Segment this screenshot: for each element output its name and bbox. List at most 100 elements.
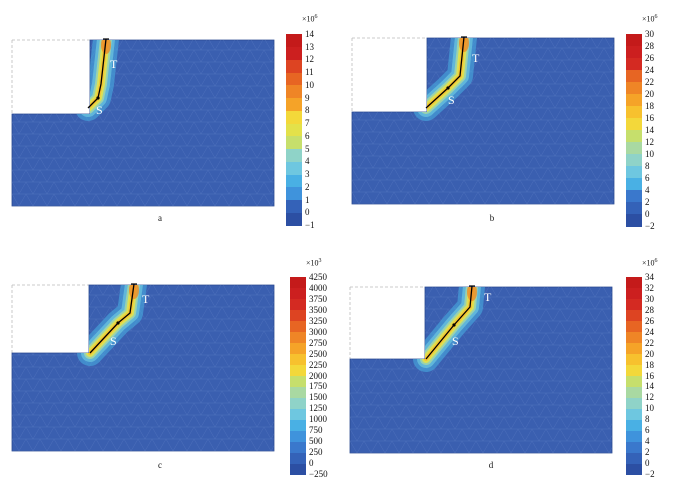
colorbar-swatch: [626, 130, 642, 143]
colorbar-swatch: [626, 277, 642, 289]
colorbar-swatch: [286, 72, 302, 86]
colorbar-tick-label: 12: [305, 54, 314, 65]
colorbar-tick-label: 26: [645, 315, 654, 326]
colorbar-tick-label: 20: [645, 88, 654, 99]
colorbar-tick-label: 14: [645, 124, 654, 135]
colorbar-tick-label: 24: [645, 326, 654, 337]
colorbar-tick-label: 32: [645, 282, 654, 293]
colorbar-tick-label: 12: [645, 136, 654, 147]
panel-a-colorbar: ×106 14 13 12 11 10 9 8 7 6 5 4 3 2 1 0 −1: [286, 14, 346, 236]
colorbar-swatch: [626, 118, 642, 131]
colorbar-tick-label: 28: [645, 304, 654, 315]
removed-region-outline: [11, 39, 90, 114]
colorbar-swatch: [286, 136, 302, 150]
colorbar-swatch: [626, 166, 642, 179]
colorbar-swatch: [290, 441, 306, 454]
colorbar-tick-label: 2250: [309, 359, 327, 370]
colorbar-tick-label: 2: [645, 447, 650, 458]
colorbar-tick-label: 1000: [309, 414, 327, 425]
colorbar-swatch: [286, 187, 302, 201]
colorbar-tick-label: 8: [645, 414, 650, 425]
colorbar-tick-label: 10: [645, 403, 654, 414]
colorbar-swatch: [286, 47, 302, 61]
label-T: T: [142, 292, 150, 306]
colorbar-exponent-power: 6: [654, 14, 658, 20]
panel-b-contour-plot: TS: [351, 36, 615, 205]
colorbar-swatch: [286, 34, 302, 48]
colorbar-swatch: [626, 70, 642, 83]
colorbar-exponent-base: ×10: [306, 258, 319, 268]
colorbar-tick-label: 0: [645, 458, 650, 469]
colorbar-swatch: [290, 463, 306, 476]
label-S: S: [452, 334, 459, 348]
panel-b-colorbar: ×106 30 28 26 24 22 20 18 16 14 12 10 8 6 4 2 0 −2: [626, 14, 676, 236]
panel-c-caption: c: [158, 460, 162, 470]
colorbar-swatch: [626, 419, 642, 432]
colorbar-exponent: ×103: [306, 258, 322, 268]
finite-element-mesh: [12, 40, 274, 206]
finite-element-mesh: [350, 287, 612, 453]
colorbar-swatch: [290, 408, 306, 421]
colorbar-tick-label: −2: [645, 469, 655, 480]
colorbar-exponent-power: 6: [314, 14, 318, 20]
colorbar-swatch: [626, 58, 642, 71]
label-T: T: [484, 290, 492, 304]
colorbar-swatch: [290, 288, 306, 300]
colorbar-tick-label: 18: [645, 100, 654, 111]
colorbar-tick-label: 0: [309, 458, 314, 469]
removed-region-outline: [11, 284, 89, 353]
colorbar-tick-label: 26: [645, 52, 654, 63]
crack-kink-marker: [116, 321, 120, 325]
colorbar-tick-label: 4250: [309, 271, 327, 282]
label-S: S: [110, 334, 117, 348]
colorbar-tick-label: −2: [645, 220, 655, 231]
colorbar-swatch: [626, 34, 642, 47]
crack-path-line: [89, 283, 135, 354]
colorbar-swatch: [286, 161, 302, 176]
colorbar-swatch: [626, 142, 642, 155]
colorbar-exponent-base: ×10: [302, 14, 315, 24]
colorbar-swatch: [286, 149, 302, 163]
colorbar-swatch: [286, 212, 302, 227]
colorbar-swatch: [626, 332, 642, 344]
colorbar-tick-label: 1: [305, 194, 310, 205]
colorbar-tick-label: 8: [305, 105, 310, 116]
crack-path-line: [87, 38, 107, 109]
colorbar-swatch: [626, 452, 642, 465]
label-S: S: [96, 103, 103, 117]
colorbar-exponent: ×106: [302, 14, 318, 24]
colorbar-tick-label: 3500: [309, 304, 327, 315]
colorbar-swatch: [626, 310, 642, 322]
colorbar-tick-label: 1250: [309, 403, 327, 414]
colorbar-tick-label: 7: [305, 118, 310, 129]
colorbar-swatch: [290, 343, 306, 355]
colorbar-swatch: [290, 386, 306, 399]
label-T: T: [110, 57, 118, 71]
removed-region-outline: [349, 286, 425, 359]
colorbar-swatch: [626, 154, 642, 167]
colorbar-tick-label: 2: [645, 196, 650, 207]
colorbar-tick-label: 9: [305, 92, 310, 103]
colorbar-swatch: [626, 202, 642, 215]
colorbar-swatch: [286, 123, 302, 137]
colorbar-tick-label: 8: [645, 160, 650, 171]
colorbar-tick-label: 6: [645, 425, 650, 436]
colorbar-swatch: [286, 98, 302, 112]
colorbar-swatch: [626, 288, 642, 300]
colorbar-tick-label: 22: [645, 337, 654, 348]
colorbar-swatch: [290, 354, 306, 366]
colorbar-tick-label: 22: [645, 76, 654, 87]
colorbar-tick-label: 13: [305, 41, 314, 52]
colorbar-exponent-base: ×10: [642, 258, 655, 268]
colorbar-swatch: [626, 299, 642, 311]
colorbar-swatch: [626, 214, 642, 227]
colorbar-tick-label: 30: [645, 293, 654, 304]
finite-element-mesh: [352, 38, 614, 204]
colorbar-exponent-power: 6: [654, 258, 658, 264]
colorbar-swatch: [290, 332, 306, 344]
colorbar-swatch: [626, 94, 642, 107]
colorbar-tick-label: 3000: [309, 326, 327, 337]
finite-element-mesh: [12, 285, 274, 451]
panel-a-contour-plot: TS: [11, 38, 275, 207]
colorbar-swatch: [290, 430, 306, 443]
